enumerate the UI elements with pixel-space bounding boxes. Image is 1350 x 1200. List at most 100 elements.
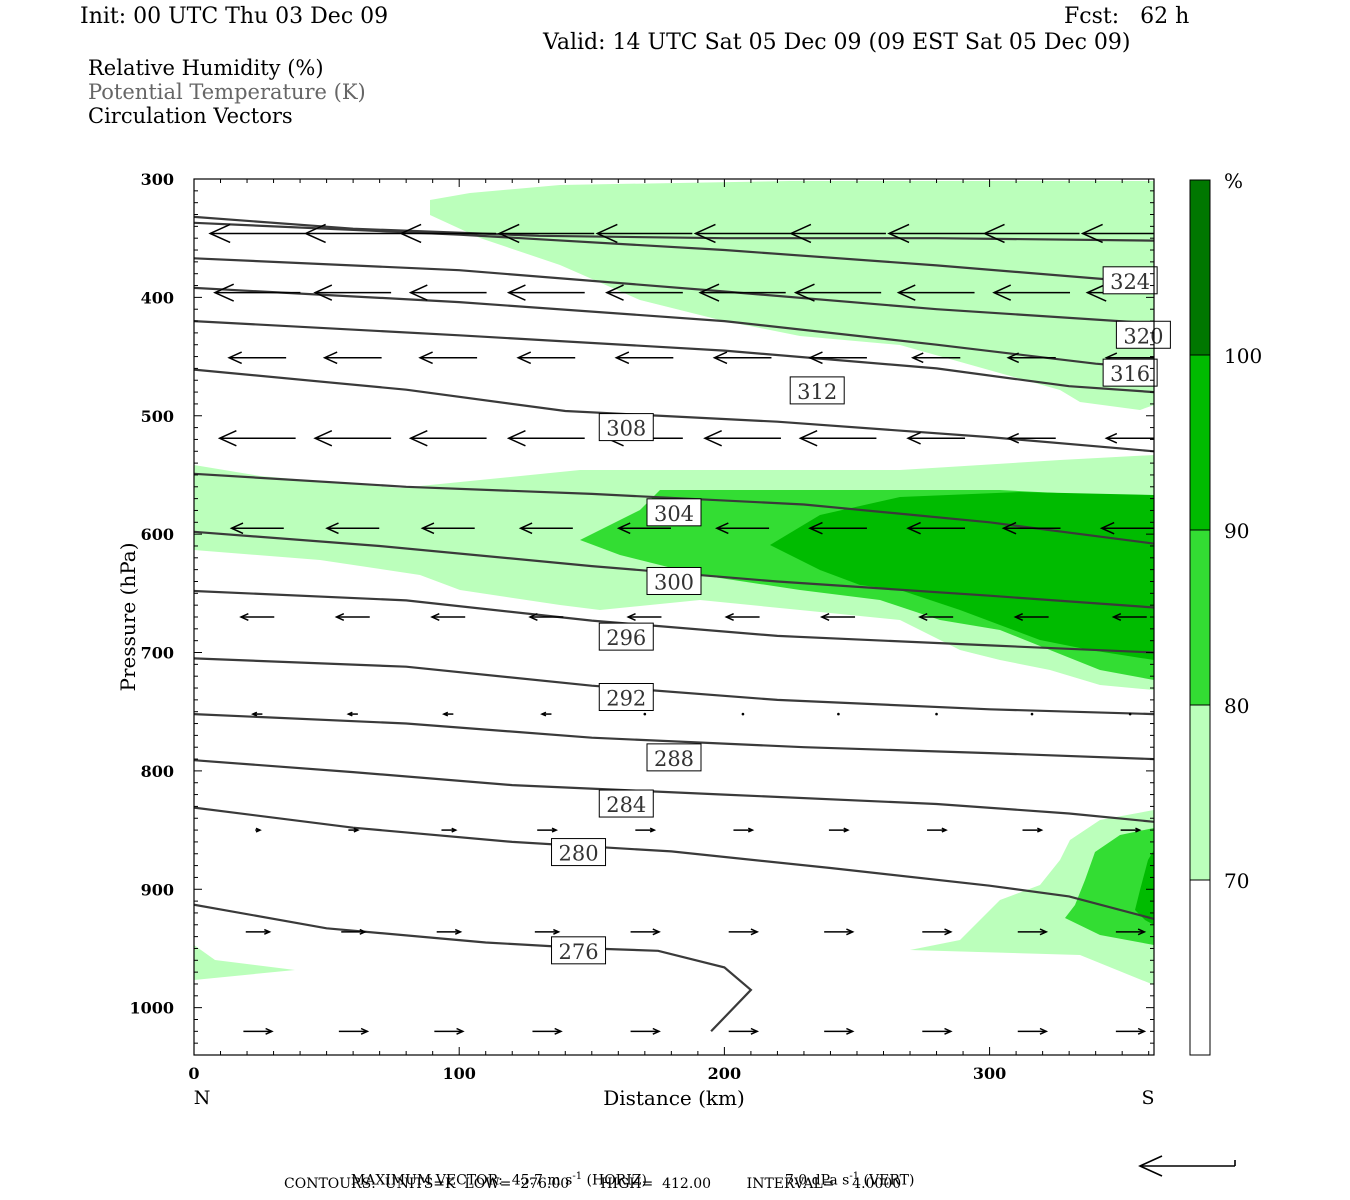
- vector-head: [263, 928, 272, 935]
- theta-label-308: 308: [598, 413, 654, 442]
- vector-head: [698, 283, 720, 302]
- vector-head: [750, 928, 760, 936]
- max-vector-text: MAXIMUM VECTOR: 45.7 m s-1 (HORIZ): [342, 1158, 647, 1188]
- theta-label-text: 280: [558, 842, 598, 866]
- vector-head: [553, 928, 561, 935]
- theta-label-292: 292: [598, 682, 654, 711]
- theta-label-box: [789, 376, 845, 405]
- field-vectors: Circulation Vectors: [88, 104, 293, 128]
- vector-head: [208, 223, 231, 244]
- circulation-vector: [935, 712, 938, 716]
- vector-head: [941, 827, 948, 833]
- vector-head: [408, 284, 428, 301]
- theta-contour-328: [194, 215, 1154, 242]
- vector-head: [626, 613, 636, 621]
- circulation-vector: [1030, 712, 1034, 716]
- vector-head: [213, 283, 235, 302]
- rh-70-lower-right: [910, 810, 1154, 985]
- vector-head: [714, 522, 729, 535]
- vector-head: [516, 351, 532, 365]
- x-axis-label: Distance (km): [603, 1086, 745, 1110]
- vector-head: [918, 613, 928, 621]
- vector-head: [944, 928, 953, 936]
- vector-head: [497, 223, 520, 244]
- vector-head: [1085, 283, 1107, 302]
- rh-shading: [194, 181, 1154, 985]
- valid-time: Valid: 14 UTC Sat 05 Dec 09 (09 EST Sat …: [543, 30, 1131, 55]
- vector-head: [652, 1027, 661, 1035]
- vector-head: [265, 1027, 274, 1035]
- theta-label-280: 280: [551, 838, 607, 867]
- vector-head: [910, 352, 924, 364]
- rh-colorbar: % 70 80 90 100: [1189, 169, 1262, 1056]
- theta-contour-308: [194, 368, 1154, 453]
- theta-label-320: 320: [1115, 320, 1171, 349]
- vector-head: [798, 430, 818, 447]
- vector-head: [360, 1027, 370, 1035]
- vector-head: [703, 430, 722, 447]
- vector-head: [551, 827, 559, 833]
- vector-head: [750, 1027, 760, 1035]
- vector-head: [303, 223, 326, 244]
- theta-label-box: [1102, 358, 1158, 387]
- theta-label-text: 300: [654, 570, 694, 594]
- reference-vector-arrow: [1138, 1155, 1236, 1177]
- vector-head: [346, 711, 353, 717]
- end-label-left: N: [194, 1087, 211, 1109]
- y-tick-label: 1000: [129, 999, 174, 1018]
- theta-contour-296: [194, 589, 1154, 654]
- x-tick-label: 200: [708, 1064, 741, 1083]
- vector-head: [712, 351, 728, 365]
- circulation-vectors: [208, 223, 1154, 1035]
- colorbar-level-label: 70: [1224, 869, 1249, 893]
- colorbar-band-below-70: [1190, 880, 1210, 1055]
- vector-head: [506, 430, 526, 447]
- theta-label-text: 276: [558, 940, 598, 964]
- vector-head: [442, 711, 449, 717]
- vector-head: [1013, 613, 1024, 621]
- vector-head: [808, 351, 823, 365]
- circulation-vector: [1128, 712, 1132, 716]
- vector-head: [227, 351, 242, 365]
- circulation-vector: [741, 712, 745, 716]
- theta-contour-324: [194, 221, 1154, 285]
- vector-head: [430, 613, 440, 621]
- vector-head: [334, 613, 345, 621]
- theta-label-box: [646, 498, 702, 527]
- x-tick-label: 0: [188, 1064, 199, 1083]
- colorbar-level-label: 100: [1224, 344, 1262, 368]
- vector-head: [843, 827, 850, 833]
- theta-label-box: [598, 789, 654, 818]
- theta-contour-292: [194, 657, 1154, 716]
- vector-head: [652, 928, 661, 936]
- vector-head: [506, 284, 526, 301]
- y-tick-label: 600: [141, 525, 174, 544]
- vector-head: [1111, 613, 1122, 621]
- x-tick-label: 300: [973, 1064, 1006, 1083]
- vert-vector-text: 7.0 dPa s-1 (VERT): [776, 1158, 915, 1188]
- theta-label-276: 276: [551, 936, 607, 965]
- max-vector-horiz: (HORIZ): [582, 1172, 647, 1189]
- theta-label-text: 304: [654, 502, 694, 526]
- vector-head: [325, 522, 339, 535]
- vector-head: [420, 522, 435, 535]
- colorbar-unit: %: [1224, 169, 1243, 193]
- theta-label-324: 324: [1102, 266, 1158, 295]
- vector-head: [944, 1027, 953, 1035]
- theta-contour-312: [194, 320, 1154, 394]
- vector-head: [217, 430, 237, 447]
- theta-label-box: [551, 936, 607, 965]
- end-label-right: S: [1141, 1087, 1154, 1109]
- vector-head: [1137, 928, 1147, 936]
- vector-head: [1104, 432, 1118, 444]
- vector-head: [353, 827, 360, 833]
- theta-contour-280: [194, 806, 1154, 920]
- theta-contour-labels: 276 280 284 288 292 296 300 304 308 312 316 320 324: [551, 266, 1171, 965]
- circulation-vector: [837, 712, 840, 716]
- rh-70-upper: [430, 181, 1154, 410]
- max-vector-value: MAXIMUM VECTOR: 45.7 m s: [350, 1172, 573, 1189]
- vector-head: [614, 351, 630, 365]
- vector-head: [1001, 521, 1017, 535]
- colorbar-band-80: [1190, 530, 1210, 705]
- theta-label-text: 288: [654, 747, 694, 771]
